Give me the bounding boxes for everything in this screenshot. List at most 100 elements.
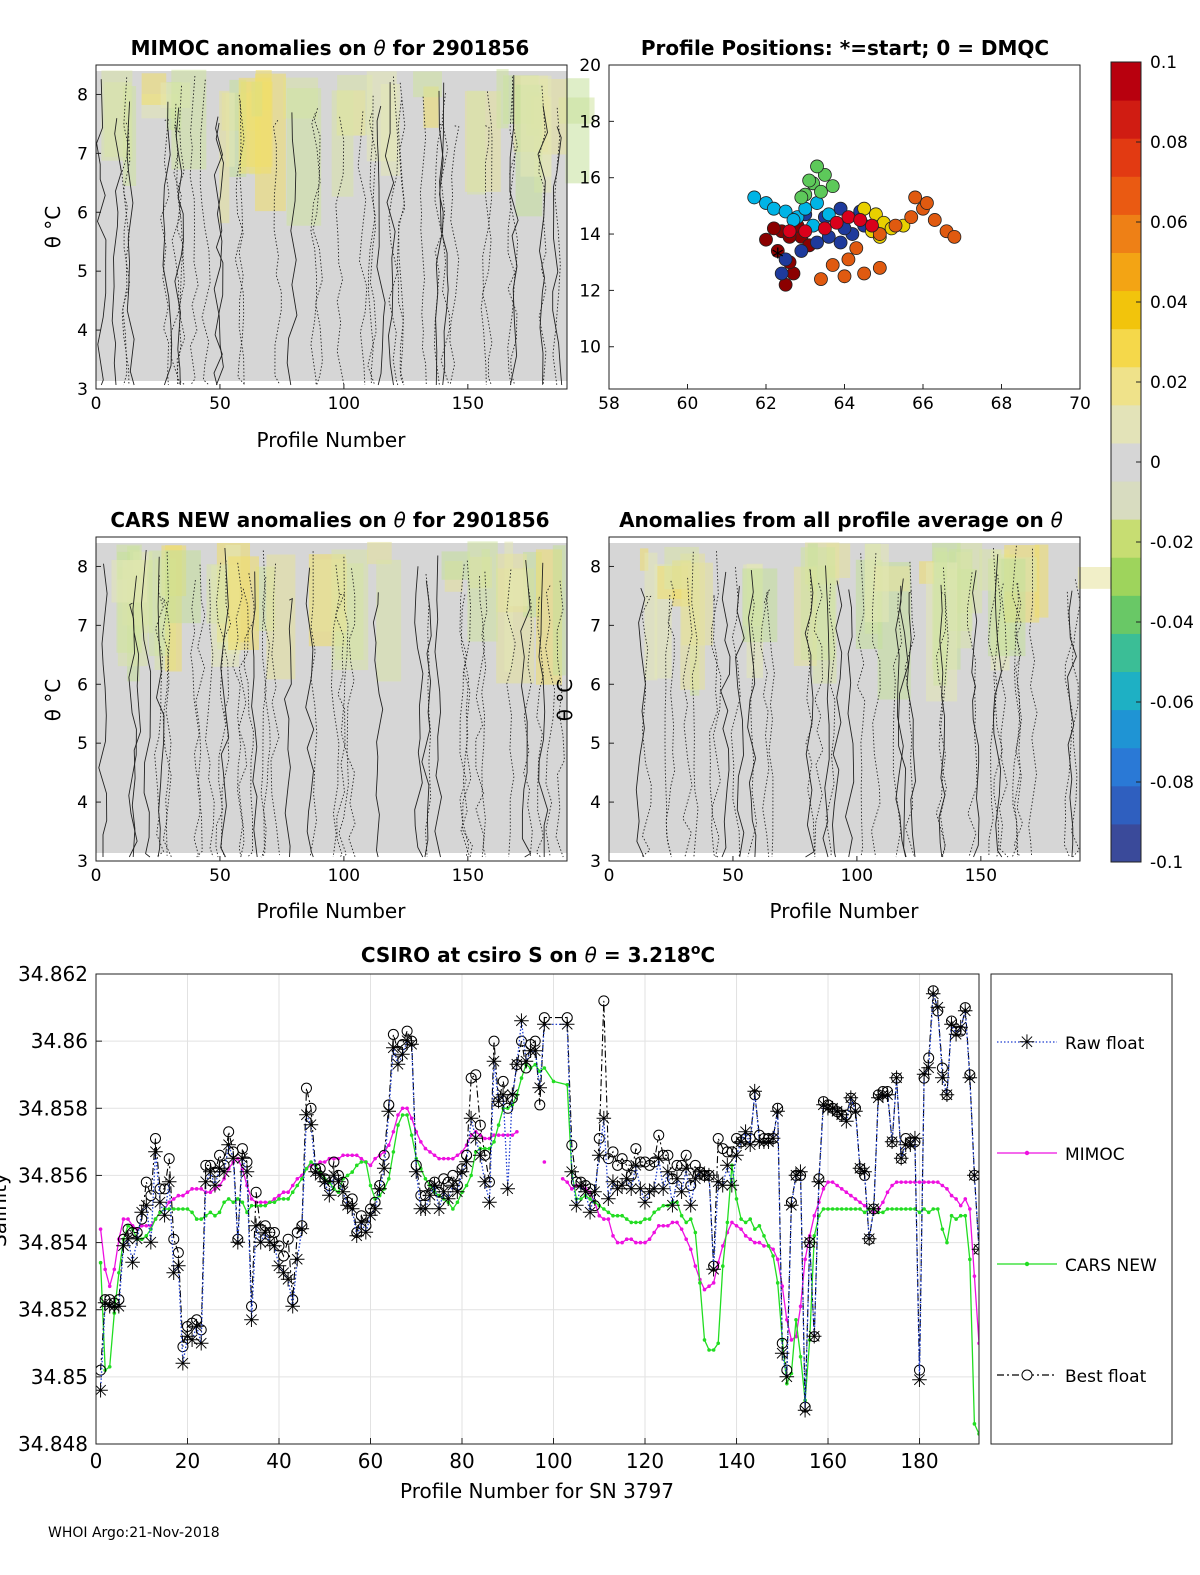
mimoc-point (734, 1223, 739, 1228)
raw-float-point: ✳ (257, 1221, 274, 1245)
raw-float-point: ✳ (124, 1251, 141, 1275)
cars-new-point (743, 1220, 748, 1225)
cars-new-point (675, 1200, 679, 1205)
contour-line (449, 125, 460, 386)
profile-position-point (849, 241, 864, 256)
raw-float-point: ✳ (353, 1210, 370, 1234)
raw-float-point: ✳ (646, 1177, 663, 1201)
x-tick-label: 100 (328, 866, 360, 886)
cars-new-point (464, 1183, 469, 1188)
anomaly-patch (639, 548, 649, 571)
raw-float-point: ✳ (875, 1083, 892, 1107)
y-tick-label: 20 (579, 56, 601, 76)
mimoc-point (926, 1180, 931, 1184)
cars-new-point (107, 1364, 112, 1369)
contour-line (367, 95, 376, 386)
y-tick-label: 5 (590, 734, 601, 754)
best-float-point (804, 1237, 816, 1249)
anomaly-patch (800, 547, 836, 661)
raw-float-point: ✳ (605, 1170, 622, 1194)
profile-position-point (821, 207, 836, 222)
best-float-point (433, 1186, 445, 1198)
profile-position-point (872, 260, 887, 275)
mimoc-point (666, 1223, 670, 1228)
best-float-point (369, 1196, 381, 1208)
cars-new-point (199, 1217, 204, 1221)
cars-new-point (226, 1197, 231, 1201)
raw-float-point: ✳ (865, 1197, 882, 1221)
cars-new-point (629, 1220, 634, 1225)
cars-new-point (144, 1234, 149, 1238)
x-tick-label: 50 (209, 394, 231, 414)
best-float-point (241, 1156, 253, 1168)
cars-new-point (117, 1270, 121, 1275)
colorbar-segment (1111, 785, 1141, 825)
anomaly-patch (496, 69, 509, 129)
salinity-ylabel: Salinity (0, 1173, 11, 1247)
raw-float-point: ✳ (362, 1204, 379, 1228)
mimoc-point (455, 1153, 460, 1158)
best-float-point (598, 995, 610, 1007)
contour-line (234, 100, 246, 386)
raw-float-point: ✳ (261, 1231, 278, 1255)
anomaly-patch (565, 78, 590, 184)
mimoc-point (359, 1156, 364, 1161)
profile-position-point (841, 210, 856, 225)
contour-line (966, 572, 978, 858)
colorbar-segment (1111, 100, 1141, 139)
series-line-raw-float (99, 993, 979, 1411)
cars-new-point (908, 1207, 913, 1211)
mimoc-point (350, 1153, 355, 1158)
cars-new-point (565, 1082, 570, 1087)
raw-float-point: ✳ (403, 1033, 420, 1057)
best-float-point (845, 1092, 857, 1104)
cars-new-point (405, 1113, 409, 1117)
cars-new-point (181, 1207, 185, 1211)
raw-float-point: ✳ (179, 1325, 196, 1349)
raw-float-point: ✳ (330, 1170, 347, 1194)
y-tick-label: 6 (77, 203, 88, 223)
contour-line (220, 547, 230, 858)
profile-position-point (841, 252, 856, 267)
x-tick-label: 50 (722, 866, 744, 886)
mimoc-point (469, 1133, 473, 1137)
y-tick-label: 8 (590, 557, 601, 577)
cars-new-point (766, 1244, 771, 1248)
contour-line (523, 585, 533, 858)
mimoc-point (171, 1197, 176, 1201)
mimoc-point (903, 1180, 908, 1184)
cars-new-point (894, 1207, 899, 1211)
best-float-point (836, 1109, 848, 1121)
cars-new-point (771, 1254, 775, 1258)
raw-float-point: ✳ (801, 1231, 818, 1255)
raw-float-point: ✳ (563, 1160, 580, 1184)
raw-float-point: ✳ (220, 1133, 237, 1157)
raw-float-point: ✳ (833, 1103, 850, 1127)
legend-label: Best float (1065, 1367, 1147, 1387)
y-tick-label: 6 (590, 675, 601, 695)
cars-new-point (345, 1173, 350, 1178)
cars-heatmap (96, 541, 567, 858)
raw-float-point: ✳ (252, 1231, 269, 1255)
y-tick-label: 34.856 (18, 1163, 88, 1187)
best-float-point (172, 1247, 184, 1259)
mimoc-point (570, 1187, 574, 1191)
cars-new-point (812, 1234, 817, 1238)
best-float-point (941, 1089, 953, 1101)
mimoc-point (391, 1129, 396, 1134)
cars-new-point (821, 1207, 826, 1211)
profile-position-point (888, 218, 903, 233)
contour-line (397, 100, 406, 386)
cars-new-point (638, 1220, 643, 1225)
contour-line (176, 85, 186, 386)
raw-float-point: ✳ (175, 1351, 192, 1375)
raw-float-point: ✳ (856, 1160, 873, 1184)
raw-float-point: ✳ (339, 1194, 356, 1218)
mimoc-point (272, 1197, 277, 1201)
y-tick-label: 4 (77, 793, 88, 813)
colorbar-tick-label: -0.06 (1150, 693, 1194, 713)
raw-float-point: ✳ (595, 1106, 612, 1130)
cars-new-point (185, 1207, 190, 1211)
legend-marker (1021, 1369, 1033, 1381)
